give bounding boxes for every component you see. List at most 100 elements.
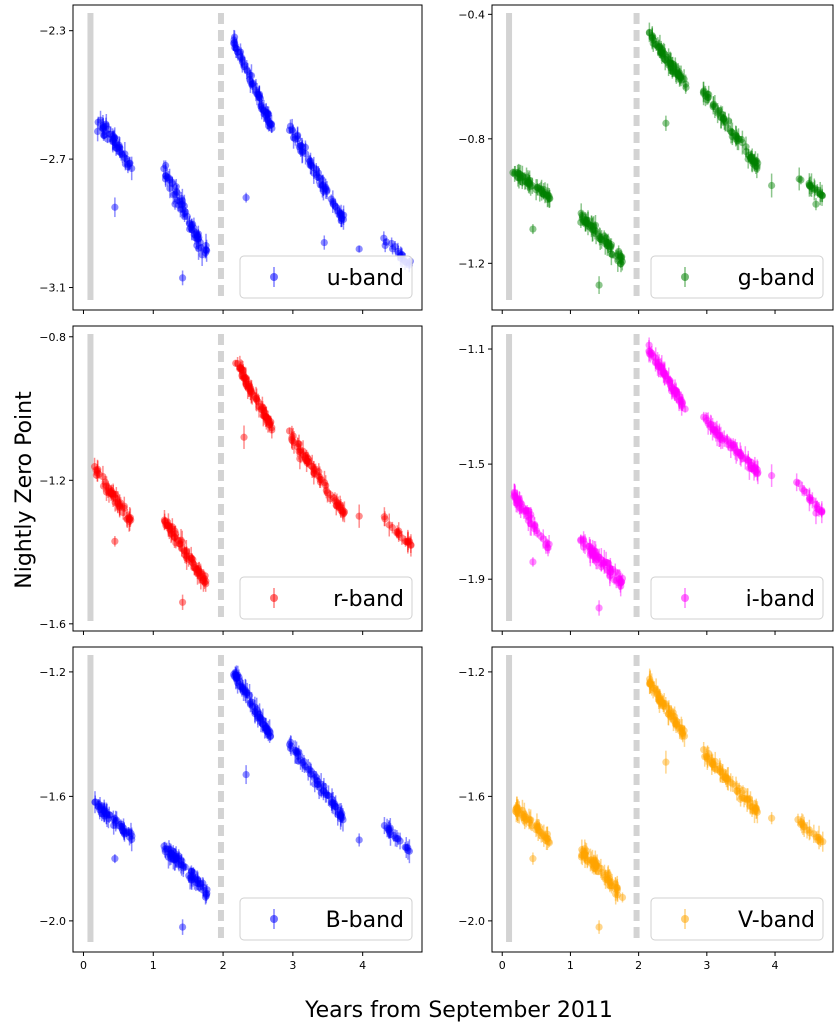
- data-point: [515, 495, 523, 503]
- data-point: [610, 576, 618, 584]
- data-point: [332, 501, 340, 510]
- data-point: [391, 243, 399, 251]
- data-point: [581, 540, 589, 548]
- data-point: [191, 234, 199, 242]
- data-point: [799, 822, 808, 831]
- data-point: [534, 184, 542, 192]
- data-point: [236, 48, 245, 56]
- data-point: [545, 194, 553, 202]
- data-point: [112, 495, 120, 503]
- data-point: [247, 71, 256, 80]
- data-point: [173, 187, 181, 196]
- data-point: [385, 825, 393, 833]
- data-point: [306, 158, 314, 166]
- data-point: [177, 860, 185, 868]
- data-point: [671, 386, 679, 394]
- data-point: [90, 463, 99, 471]
- data-point: [340, 509, 348, 517]
- data-point: [811, 184, 819, 192]
- data-point: [316, 473, 324, 481]
- data-point: [117, 823, 125, 831]
- data-point: [169, 856, 177, 864]
- data-point: [264, 728, 272, 736]
- data-point: [739, 455, 747, 463]
- data-point: [181, 208, 190, 216]
- data-point: [285, 126, 294, 134]
- data-point: [721, 774, 729, 782]
- data-point: [186, 874, 194, 882]
- data-point: [737, 451, 745, 459]
- data-point: [701, 753, 709, 761]
- data-point: [102, 809, 111, 818]
- data-point: [612, 252, 620, 260]
- data-point: [230, 33, 239, 41]
- data-point: [535, 827, 543, 835]
- data-point: [672, 388, 680, 396]
- data-point: [178, 196, 186, 205]
- data-point: [120, 830, 129, 838]
- data-point: [592, 862, 600, 870]
- data-point: [336, 210, 345, 218]
- data-point: [101, 127, 109, 135]
- data-point: [199, 576, 208, 585]
- data-point: [664, 376, 672, 384]
- data-point: [753, 470, 761, 478]
- data-point: [320, 238, 328, 247]
- data-point: [534, 183, 542, 191]
- data-point: [513, 496, 522, 505]
- data-point: [514, 806, 522, 814]
- data-point: [178, 923, 187, 931]
- data-point: [748, 803, 757, 811]
- data-point: [618, 257, 626, 266]
- data-point: [323, 791, 332, 799]
- data-point: [743, 455, 751, 464]
- data-point: [659, 368, 668, 376]
- data-point: [333, 204, 341, 212]
- data-point: [254, 398, 262, 406]
- data-point: [711, 765, 719, 773]
- data-point: [671, 389, 679, 398]
- data-point: [175, 197, 183, 205]
- data-point: [545, 540, 553, 548]
- data-point: [339, 211, 348, 219]
- data-point: [587, 859, 595, 868]
- data-point: [111, 490, 119, 498]
- data-point: [662, 119, 670, 127]
- data-point: [247, 387, 256, 395]
- data-point: [394, 247, 402, 256]
- data-point: [231, 671, 240, 679]
- data-point: [316, 181, 324, 189]
- data-point: [178, 274, 187, 282]
- data-point: [123, 515, 131, 523]
- data-point: [92, 471, 100, 479]
- data-point: [668, 60, 677, 68]
- data-point: [337, 506, 345, 514]
- data-point: [295, 440, 303, 448]
- data-point: [314, 173, 322, 181]
- data-point: [289, 127, 297, 136]
- data-point: [171, 190, 179, 198]
- data-point: [817, 508, 826, 516]
- data-point: [583, 856, 591, 864]
- data-point: [813, 186, 821, 194]
- y-tick-label: −2.0: [458, 915, 485, 928]
- data-point: [119, 824, 128, 832]
- data-point: [807, 181, 816, 189]
- data-point: [581, 854, 589, 862]
- data-point: [589, 225, 597, 233]
- data-point: [677, 396, 685, 404]
- data-point: [800, 487, 808, 495]
- data-point: [516, 174, 524, 182]
- data-point: [96, 805, 104, 814]
- data-point: [646, 347, 654, 355]
- data-point: [541, 189, 549, 197]
- data-point: [648, 680, 656, 689]
- panel-i-band: −1.1−1.5−1.9i-band: [458, 325, 834, 635]
- data-point: [338, 215, 346, 223]
- data-point: [111, 203, 119, 211]
- data-point: [517, 502, 525, 511]
- data-point: [677, 73, 685, 81]
- data-point: [307, 770, 315, 778]
- data-point: [580, 543, 588, 551]
- data-point: [203, 247, 211, 255]
